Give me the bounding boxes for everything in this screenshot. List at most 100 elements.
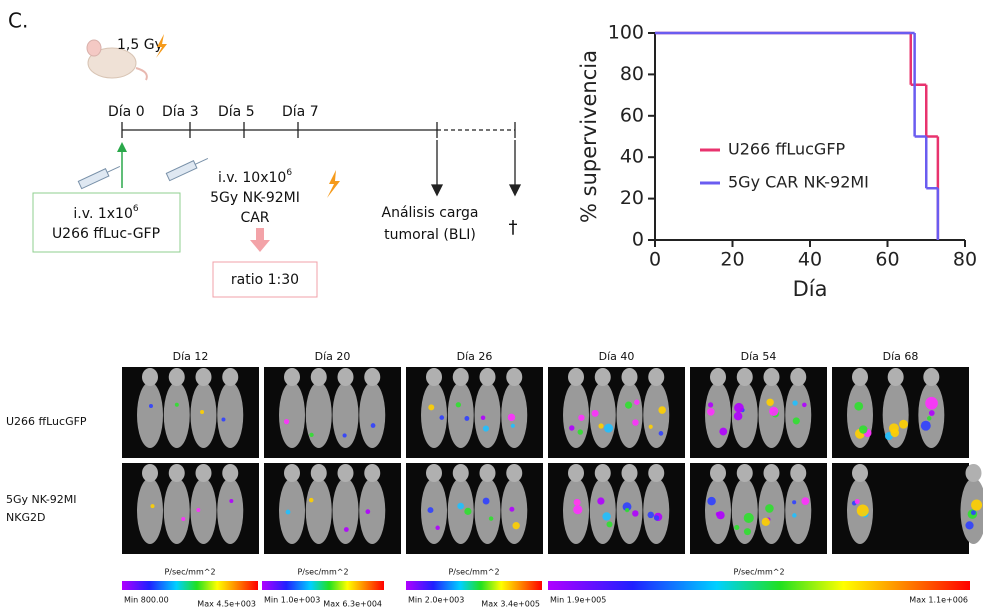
- signal: [792, 500, 797, 505]
- mouse-head: [452, 464, 469, 482]
- signal: [221, 417, 226, 422]
- signal: [507, 413, 516, 422]
- day-label: Día 5: [218, 104, 255, 120]
- mouse-head: [506, 464, 523, 482]
- signal: [174, 402, 179, 407]
- signal: [658, 431, 664, 436]
- signal: [743, 528, 752, 536]
- signal: [229, 498, 234, 503]
- signal: [707, 408, 715, 416]
- mouse-head: [222, 368, 239, 386]
- mouse-icon: [86, 39, 148, 81]
- mouse-head: [852, 368, 868, 386]
- signal: [792, 417, 800, 425]
- signal: [455, 402, 461, 408]
- mouse: [217, 478, 244, 544]
- arrow: [250, 228, 270, 252]
- arrow-head: [117, 142, 127, 152]
- signal: [890, 428, 900, 438]
- mouse-head: [222, 464, 239, 482]
- signal: [148, 404, 153, 409]
- colorbar-min: Min 1.0e+003: [264, 596, 320, 605]
- death-symbol: †: [509, 217, 518, 238]
- signal: [859, 425, 868, 434]
- y-tick-label: 40: [620, 146, 644, 168]
- signal: [573, 498, 581, 506]
- mouse-head: [790, 368, 807, 386]
- signal: [707, 496, 716, 506]
- mouse-head: [736, 464, 753, 482]
- column-label: Día 26: [457, 350, 493, 363]
- signal: [150, 504, 155, 509]
- colorbar-min: Min 800.00: [124, 596, 169, 605]
- column-label: Día 40: [599, 350, 635, 363]
- signal: [792, 400, 798, 406]
- mouse-head: [426, 464, 442, 482]
- mouse-head: [310, 368, 327, 386]
- box: [212, 261, 318, 298]
- mouse: [785, 478, 812, 544]
- injection-text: i.v. 1x106: [73, 204, 138, 223]
- column-label: Día 68: [883, 350, 919, 363]
- signal: [602, 512, 611, 521]
- mouse-head: [594, 464, 611, 482]
- lightning: [156, 34, 167, 58]
- injection-text: 5Gy NK-92MI: [210, 190, 300, 206]
- exponent: 6: [133, 204, 139, 214]
- mouse-head: [648, 368, 665, 386]
- signal: [856, 504, 869, 517]
- mouse: [163, 382, 190, 448]
- injection-text: i.v. 10x106: [218, 168, 292, 187]
- mouse-head: [923, 368, 940, 386]
- signal: [634, 399, 640, 405]
- mouse-head: [710, 368, 726, 386]
- signal: [769, 406, 779, 416]
- mouse-head: [479, 368, 496, 386]
- signal: [573, 505, 583, 515]
- signal: [647, 511, 655, 519]
- signal: [435, 525, 440, 531]
- mouse: [305, 382, 332, 448]
- x-tick-label: 60: [875, 249, 899, 271]
- mouse: [421, 382, 447, 448]
- syringe: [77, 165, 121, 190]
- signal: [925, 396, 938, 410]
- colorbar-unit: P/sec/mm^2: [448, 568, 499, 577]
- signal: [343, 527, 349, 532]
- mouse: [359, 382, 386, 448]
- mouse: [447, 382, 474, 448]
- x-tick-label: 80: [953, 249, 977, 271]
- mouse: [616, 382, 643, 448]
- signal: [370, 423, 376, 428]
- signal: [569, 425, 575, 431]
- signal: [624, 401, 633, 409]
- day-label: Día 7: [282, 104, 319, 120]
- signal: [899, 419, 908, 429]
- signal: [920, 420, 931, 431]
- mouse-head: [284, 368, 300, 386]
- signal: [480, 415, 486, 421]
- colorbar-unit: P/sec/mm^2: [164, 568, 215, 577]
- mouse-head: [195, 464, 212, 482]
- colorbar: [262, 581, 384, 590]
- mouse: [882, 382, 909, 448]
- panel-label: C.: [8, 9, 28, 33]
- row-label: U266 ffLucGFP: [6, 415, 87, 428]
- mouse: [163, 478, 190, 544]
- box: [32, 192, 181, 253]
- mouse: [616, 478, 643, 544]
- colorbar: [548, 581, 970, 590]
- mouse-head: [337, 464, 354, 482]
- mouse: [190, 382, 217, 448]
- mouse: [332, 478, 359, 544]
- colorbar-min: Min 2.0e+003: [408, 596, 464, 605]
- signal: [427, 507, 434, 514]
- mouse: [474, 478, 501, 544]
- lightning: [327, 170, 340, 198]
- mouse: [359, 478, 386, 544]
- mouse-head: [310, 464, 327, 482]
- signal: [707, 402, 714, 408]
- x-axis-label: Día: [793, 277, 828, 301]
- signal: [965, 521, 974, 530]
